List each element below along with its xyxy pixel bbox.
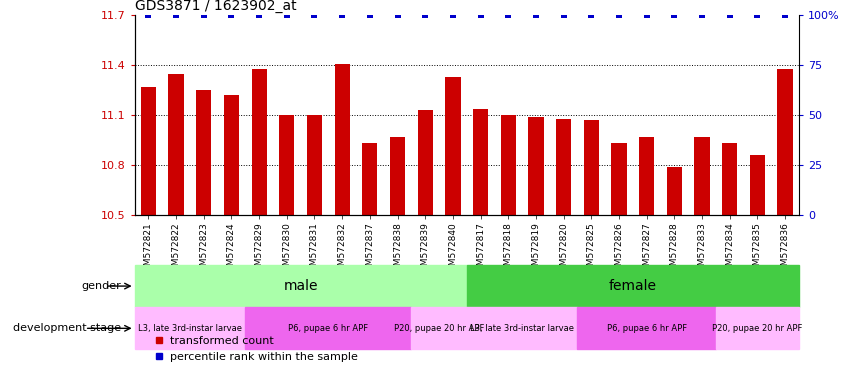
Bar [140, 87, 156, 215]
Bar [135, 265, 467, 307]
Bar [611, 144, 627, 215]
Bar [473, 109, 489, 215]
Legend: transformed count, percentile rank within the sample: transformed count, percentile rank withi… [149, 331, 362, 367]
Text: gender: gender [82, 281, 121, 291]
Bar [722, 144, 738, 215]
Bar [500, 115, 516, 215]
Text: GDS3871 / 1623902_at: GDS3871 / 1623902_at [135, 0, 296, 13]
Bar [196, 90, 211, 215]
Bar [467, 265, 799, 307]
Bar [362, 144, 378, 215]
Text: L3, late 3rd-instar larvae: L3, late 3rd-instar larvae [470, 324, 574, 333]
Bar [418, 110, 433, 215]
Bar [224, 95, 239, 215]
Bar [578, 307, 716, 349]
Text: P20, pupae 20 hr APF: P20, pupae 20 hr APF [394, 324, 484, 333]
Bar [695, 137, 710, 215]
Bar [584, 120, 599, 215]
Bar [445, 77, 461, 215]
Text: P6, pupae 6 hr APF: P6, pupae 6 hr APF [288, 324, 368, 333]
Bar [246, 307, 411, 349]
Bar [467, 307, 578, 349]
Bar [411, 307, 467, 349]
Text: female: female [609, 279, 657, 293]
Bar [667, 167, 682, 215]
Bar [639, 137, 654, 215]
Text: P20, pupae 20 hr APF: P20, pupae 20 hr APF [712, 324, 802, 333]
Bar [750, 155, 765, 215]
Bar [279, 115, 294, 215]
Bar [135, 307, 246, 349]
Bar [307, 115, 322, 215]
Text: L3, late 3rd-instar larvae: L3, late 3rd-instar larvae [138, 324, 242, 333]
Text: development stage: development stage [13, 323, 121, 333]
Text: male: male [283, 279, 318, 293]
Bar [168, 74, 183, 215]
Bar [251, 69, 267, 215]
Bar [716, 307, 799, 349]
Bar [390, 137, 405, 215]
Bar [556, 119, 571, 215]
Bar [335, 64, 350, 215]
Bar [777, 69, 793, 215]
Bar [528, 117, 543, 215]
Text: P6, pupae 6 hr APF: P6, pupae 6 hr APF [606, 324, 687, 333]
